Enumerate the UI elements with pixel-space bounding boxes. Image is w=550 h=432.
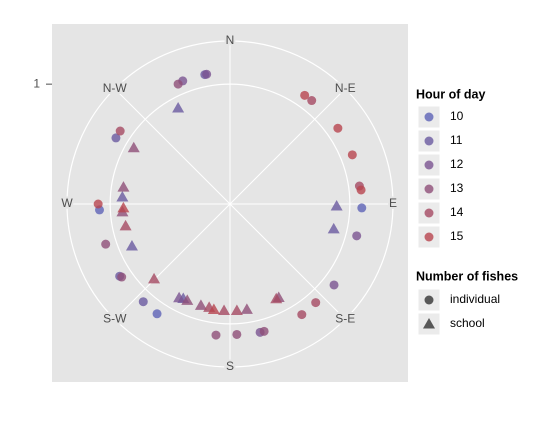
theta-tick-label: N-E bbox=[335, 81, 356, 95]
legend-swatch bbox=[423, 318, 435, 329]
data-point bbox=[172, 102, 185, 113]
data-point bbox=[356, 185, 366, 195]
data-point bbox=[230, 304, 243, 315]
data-point bbox=[117, 181, 130, 192]
legend-label: 15 bbox=[450, 229, 464, 243]
theta-tick-label: S-W bbox=[103, 311, 127, 325]
data-point bbox=[181, 294, 194, 305]
data-point bbox=[232, 329, 242, 339]
data-point bbox=[352, 231, 362, 241]
data-point bbox=[218, 304, 231, 316]
theta-tick-label: E bbox=[389, 196, 397, 210]
theta-tick-label: S-E bbox=[335, 311, 355, 325]
data-point bbox=[127, 141, 140, 153]
data-point bbox=[357, 203, 367, 213]
data-point bbox=[311, 298, 321, 308]
data-point bbox=[116, 191, 129, 202]
legend-swatch bbox=[424, 184, 434, 194]
data-point bbox=[333, 123, 343, 133]
legend-swatch bbox=[424, 232, 434, 242]
data-point bbox=[93, 199, 103, 209]
theta-tick-label: N bbox=[226, 33, 235, 47]
data-point bbox=[270, 292, 283, 304]
data-point bbox=[152, 309, 162, 319]
spoke-grid-line bbox=[229, 88, 346, 205]
spoke-grid-line bbox=[114, 203, 231, 320]
data-point bbox=[117, 272, 127, 282]
spoke-grid-line bbox=[114, 88, 231, 205]
data-point bbox=[330, 200, 343, 211]
data-point bbox=[148, 272, 161, 284]
legend-swatch bbox=[424, 160, 434, 170]
legend-label: 11 bbox=[450, 133, 463, 147]
data-point bbox=[307, 96, 317, 106]
data-point bbox=[207, 303, 220, 314]
data-point bbox=[297, 310, 307, 320]
theta-tick-label: S bbox=[226, 359, 234, 373]
data-point bbox=[173, 291, 186, 303]
legend-label: school bbox=[450, 316, 485, 330]
data-point bbox=[211, 330, 221, 340]
radial-grid-line bbox=[109, 83, 351, 325]
legend-swatch bbox=[424, 136, 434, 146]
legend-swatch bbox=[424, 208, 434, 218]
legend-swatch bbox=[424, 295, 434, 305]
data-point bbox=[138, 297, 148, 307]
legend-title: Hour of day bbox=[416, 87, 485, 101]
data-point bbox=[327, 222, 340, 234]
data-point bbox=[125, 240, 138, 251]
legend-swatch bbox=[424, 112, 434, 122]
data-point bbox=[173, 79, 183, 89]
y-tick-label: 1 bbox=[33, 76, 40, 90]
data-point bbox=[202, 69, 212, 79]
data-point bbox=[329, 280, 339, 290]
data-point bbox=[119, 219, 132, 231]
data-point bbox=[111, 133, 121, 143]
legend-label: 13 bbox=[450, 181, 464, 195]
spoke-grid-line bbox=[229, 203, 346, 320]
data-point bbox=[300, 90, 310, 100]
theta-tick-label: N-W bbox=[103, 81, 128, 95]
legend-title: Number of fishes bbox=[416, 269, 518, 283]
data-point bbox=[117, 201, 130, 213]
legend-label: 12 bbox=[450, 157, 464, 171]
data-point bbox=[347, 150, 357, 160]
data-point bbox=[259, 326, 269, 336]
data-point bbox=[115, 126, 125, 136]
data-point bbox=[240, 303, 253, 314]
data-point bbox=[101, 239, 111, 249]
theta-tick-label: W bbox=[61, 196, 73, 210]
legend-label: 10 bbox=[450, 109, 464, 123]
legend-label: individual bbox=[450, 292, 500, 306]
legend-label: 14 bbox=[450, 205, 464, 219]
data-point bbox=[194, 299, 207, 310]
